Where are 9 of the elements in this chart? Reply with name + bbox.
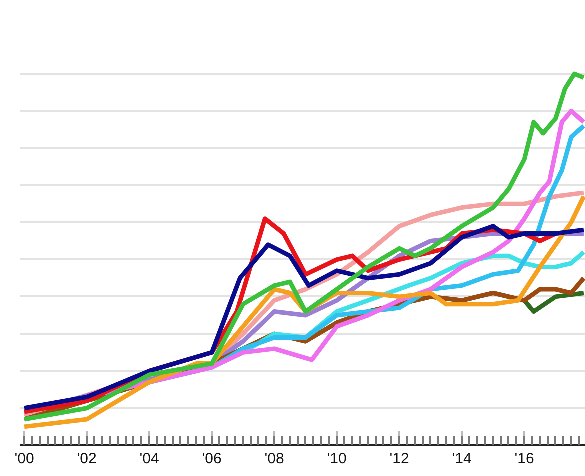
x-tick-label: '02 [77, 450, 97, 468]
x-tick-label: '10 [327, 450, 347, 468]
x-tick-label: '04 [140, 450, 160, 468]
x-tick-label: '08 [264, 450, 284, 468]
x-tick-label: '14 [452, 450, 472, 468]
x-tick-label: '12 [390, 450, 410, 468]
x-tick-label: '00 [14, 450, 34, 468]
x-tick-label: '16 [514, 450, 534, 468]
x-tick-label: '06 [202, 450, 222, 468]
